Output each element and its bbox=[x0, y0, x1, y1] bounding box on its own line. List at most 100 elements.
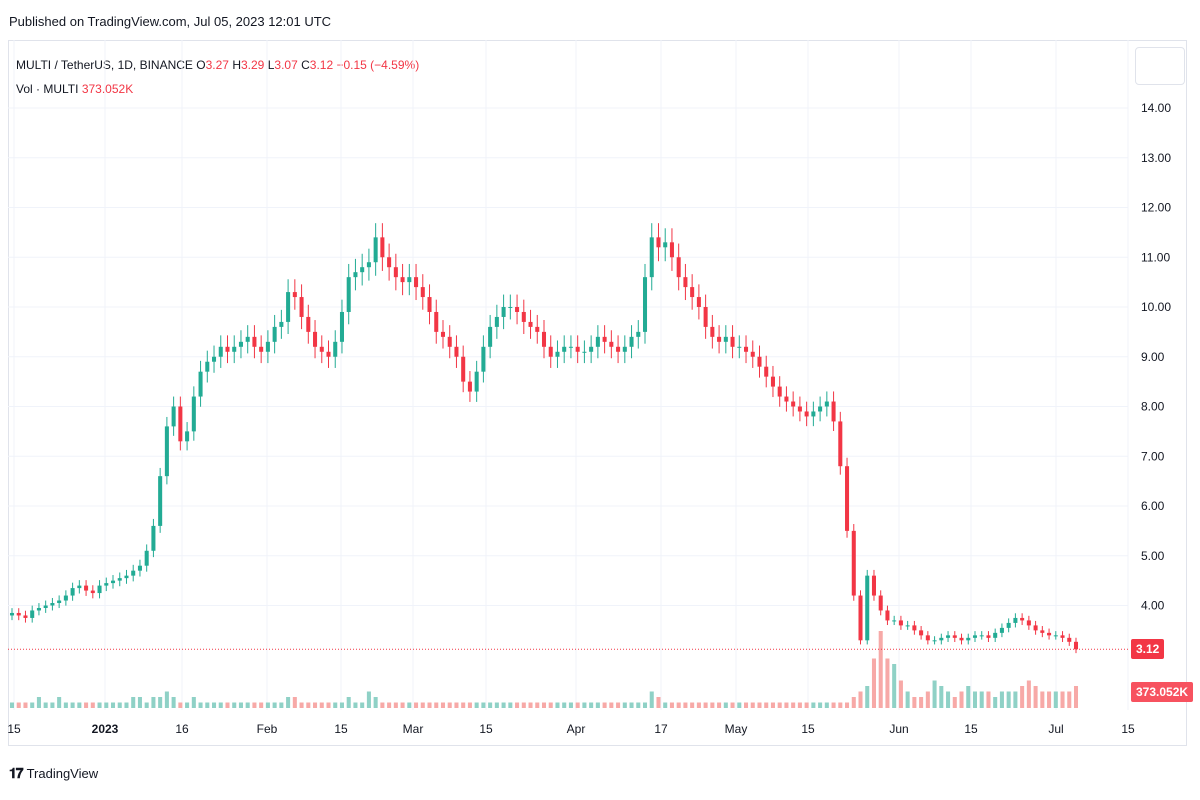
candle-body bbox=[30, 610, 35, 618]
volume-bar bbox=[353, 702, 358, 708]
volume-bar bbox=[535, 702, 540, 708]
candle-body bbox=[1067, 637, 1072, 642]
volume-bar bbox=[959, 691, 964, 708]
x-tick-label: 15 bbox=[964, 722, 978, 736]
volume-bar bbox=[541, 702, 547, 708]
candle-body bbox=[191, 396, 196, 432]
candle-body bbox=[986, 635, 991, 638]
volume-bar bbox=[797, 702, 802, 708]
volume-bar bbox=[1060, 691, 1065, 708]
volume-bar bbox=[434, 702, 439, 708]
volume-bar bbox=[521, 702, 526, 708]
volume-bar bbox=[905, 691, 910, 708]
candle-body bbox=[797, 406, 802, 412]
candle-body bbox=[185, 431, 190, 442]
candle-body bbox=[521, 311, 526, 322]
candle-body bbox=[43, 605, 48, 608]
volume-bar bbox=[104, 702, 109, 708]
candle-body bbox=[225, 346, 230, 352]
brand-label: TradingView bbox=[26, 766, 99, 781]
candle-body bbox=[555, 351, 560, 357]
tradingview-brand[interactable]: 𝟏𝟕 TradingView bbox=[9, 765, 98, 782]
volume-bar bbox=[272, 702, 277, 708]
candle-body bbox=[1040, 630, 1045, 633]
volume-bar bbox=[501, 702, 506, 708]
volume-bar bbox=[467, 702, 472, 708]
volume-bar bbox=[1013, 691, 1018, 708]
candle-body bbox=[164, 426, 169, 477]
volume-bar bbox=[1033, 686, 1038, 708]
candle-body bbox=[346, 277, 351, 312]
volume-bar bbox=[616, 702, 621, 708]
volume-bar bbox=[777, 702, 782, 708]
x-tick-label: 15 bbox=[479, 722, 493, 736]
y-tick-label: 13.00 bbox=[1141, 151, 1171, 165]
candle-body bbox=[541, 331, 547, 347]
volume-bar bbox=[851, 697, 856, 708]
volume-bar bbox=[286, 697, 291, 708]
candle-body bbox=[90, 590, 95, 594]
volume-bar bbox=[252, 702, 257, 708]
volume-bar bbox=[669, 702, 674, 708]
volume-legend[interactable]: Vol · MULTI 373.052K bbox=[16, 82, 133, 96]
volume-bar bbox=[744, 702, 749, 708]
volume-bar bbox=[932, 680, 937, 708]
x-tick-label: 15 bbox=[1121, 722, 1135, 736]
candle-body bbox=[366, 262, 371, 268]
candle-body bbox=[1060, 635, 1065, 638]
candle-body bbox=[427, 297, 432, 312]
candle-body bbox=[36, 607, 41, 611]
volume-bar bbox=[212, 702, 217, 708]
candle-body bbox=[84, 585, 89, 591]
volume-bar bbox=[865, 686, 870, 708]
volume-bar bbox=[912, 697, 917, 708]
candle-body bbox=[420, 287, 425, 298]
y-tick-label: 7.00 bbox=[1141, 449, 1165, 463]
candle-body bbox=[898, 620, 903, 626]
candle-body bbox=[380, 237, 385, 258]
y-tick-label: 4.00 bbox=[1141, 599, 1165, 613]
candle-body bbox=[1006, 622, 1011, 628]
symbol-legend[interactable]: MULTI / TetherUS, 1D, BINANCE O3.27 H3.2… bbox=[16, 58, 419, 72]
candle-body bbox=[77, 585, 82, 589]
candle-body bbox=[1033, 625, 1038, 631]
volume-bar bbox=[952, 697, 957, 708]
volume-bar bbox=[366, 691, 371, 708]
tradingview-logo-icon: 𝟏𝟕 bbox=[9, 765, 24, 781]
grid bbox=[8, 40, 1129, 710]
volume-bar bbox=[373, 697, 378, 708]
symbol-title[interactable]: MULTI / TetherUS, 1D, BINANCE bbox=[16, 58, 193, 72]
candle-body bbox=[306, 316, 311, 332]
candle-body bbox=[696, 297, 701, 307]
volume-bar bbox=[461, 702, 466, 708]
volume-bar bbox=[649, 691, 654, 708]
candle-body bbox=[568, 346, 573, 348]
volume-bar bbox=[515, 702, 520, 708]
volume-bar bbox=[717, 702, 722, 708]
candle-body bbox=[515, 307, 520, 312]
open-label: O bbox=[196, 58, 206, 72]
volume-bar bbox=[925, 691, 930, 708]
candle-body bbox=[737, 346, 742, 348]
volume-bar bbox=[845, 702, 850, 708]
volume-bar bbox=[1067, 691, 1072, 708]
x-tick-label: May bbox=[725, 722, 748, 736]
candle-body bbox=[454, 346, 459, 357]
candle-body bbox=[339, 311, 344, 342]
candle-body bbox=[838, 421, 843, 467]
scale-settings-box[interactable] bbox=[1135, 47, 1185, 85]
volume-bar bbox=[622, 702, 627, 708]
candle-body bbox=[824, 401, 829, 407]
volume-bar bbox=[582, 702, 587, 708]
y-tick-label: 9.00 bbox=[1141, 350, 1165, 364]
volume-bar bbox=[151, 697, 156, 708]
candle-body bbox=[205, 361, 210, 372]
candle-body bbox=[622, 346, 627, 352]
x-tick-label: 15 bbox=[801, 722, 815, 736]
volume-bar bbox=[946, 691, 951, 708]
candle-body bbox=[393, 267, 398, 278]
candle-body bbox=[811, 411, 816, 417]
candle-body bbox=[272, 326, 277, 342]
volume-value: 373.052K bbox=[81, 82, 134, 96]
